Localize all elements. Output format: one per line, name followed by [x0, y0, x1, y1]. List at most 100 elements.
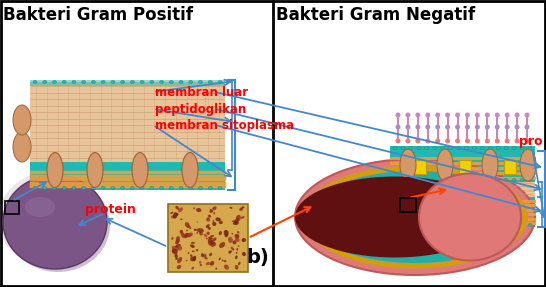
- Bar: [414, 160, 426, 174]
- Ellipse shape: [52, 80, 56, 84]
- Ellipse shape: [130, 80, 134, 84]
- Ellipse shape: [295, 177, 495, 257]
- Ellipse shape: [194, 228, 197, 231]
- Text: Bakteri Gram Positif: Bakteri Gram Positif: [3, 6, 193, 24]
- Ellipse shape: [417, 224, 421, 226]
- Ellipse shape: [416, 125, 420, 129]
- Ellipse shape: [130, 187, 134, 189]
- Ellipse shape: [416, 139, 420, 144]
- Ellipse shape: [465, 125, 470, 129]
- Ellipse shape: [62, 80, 66, 84]
- Ellipse shape: [34, 204, 72, 238]
- Ellipse shape: [176, 236, 180, 242]
- Ellipse shape: [189, 187, 193, 189]
- Ellipse shape: [13, 185, 90, 255]
- Ellipse shape: [496, 146, 500, 150]
- Ellipse shape: [186, 260, 188, 261]
- Text: membran luar: membran luar: [155, 86, 248, 98]
- Ellipse shape: [425, 224, 429, 226]
- Ellipse shape: [235, 237, 240, 242]
- Ellipse shape: [520, 179, 524, 181]
- Ellipse shape: [177, 257, 182, 263]
- Ellipse shape: [6, 178, 110, 272]
- Ellipse shape: [191, 242, 195, 244]
- Ellipse shape: [219, 242, 225, 248]
- Ellipse shape: [169, 187, 173, 189]
- Bar: [390, 154, 535, 182]
- Ellipse shape: [512, 179, 516, 181]
- Text: peptidoglikan: peptidoglikan: [155, 102, 246, 115]
- Ellipse shape: [482, 149, 498, 181]
- Ellipse shape: [520, 149, 536, 181]
- Ellipse shape: [528, 146, 532, 150]
- Ellipse shape: [203, 254, 206, 257]
- Ellipse shape: [171, 215, 176, 218]
- Ellipse shape: [528, 224, 532, 226]
- Ellipse shape: [449, 146, 453, 150]
- Ellipse shape: [393, 146, 397, 150]
- Ellipse shape: [236, 248, 238, 251]
- Ellipse shape: [204, 255, 206, 258]
- Ellipse shape: [170, 212, 173, 214]
- Ellipse shape: [400, 149, 416, 181]
- Ellipse shape: [455, 125, 460, 129]
- Ellipse shape: [72, 187, 76, 189]
- Ellipse shape: [495, 113, 500, 117]
- Ellipse shape: [228, 237, 233, 243]
- Ellipse shape: [395, 125, 401, 129]
- Ellipse shape: [239, 207, 243, 211]
- Ellipse shape: [433, 179, 437, 181]
- Ellipse shape: [224, 260, 227, 262]
- Ellipse shape: [178, 207, 183, 212]
- Ellipse shape: [446, 188, 464, 226]
- Bar: [390, 197, 535, 227]
- Ellipse shape: [177, 238, 180, 243]
- Ellipse shape: [91, 187, 96, 189]
- Ellipse shape: [514, 113, 520, 117]
- Ellipse shape: [393, 179, 397, 181]
- Ellipse shape: [472, 179, 477, 181]
- Ellipse shape: [409, 146, 413, 150]
- Ellipse shape: [525, 125, 530, 129]
- Ellipse shape: [475, 113, 480, 117]
- Ellipse shape: [206, 224, 210, 228]
- Ellipse shape: [159, 80, 164, 84]
- Ellipse shape: [295, 159, 535, 275]
- Bar: [168, 204, 248, 272]
- Ellipse shape: [495, 125, 500, 129]
- Ellipse shape: [456, 179, 460, 181]
- Ellipse shape: [179, 187, 183, 189]
- Ellipse shape: [449, 179, 453, 181]
- Ellipse shape: [13, 105, 31, 135]
- Bar: [390, 182, 535, 197]
- Ellipse shape: [480, 179, 484, 181]
- Ellipse shape: [218, 233, 221, 235]
- Ellipse shape: [174, 247, 179, 251]
- Ellipse shape: [216, 267, 217, 269]
- Ellipse shape: [13, 132, 31, 162]
- Ellipse shape: [82, 80, 86, 84]
- Ellipse shape: [101, 187, 105, 189]
- Ellipse shape: [210, 240, 215, 245]
- Ellipse shape: [208, 187, 212, 189]
- Ellipse shape: [210, 211, 212, 213]
- Ellipse shape: [175, 206, 179, 210]
- Ellipse shape: [406, 125, 411, 129]
- Ellipse shape: [435, 113, 440, 117]
- Ellipse shape: [150, 80, 154, 84]
- Ellipse shape: [206, 232, 210, 235]
- Ellipse shape: [72, 80, 76, 84]
- Ellipse shape: [0, 172, 102, 266]
- Ellipse shape: [199, 232, 203, 236]
- Ellipse shape: [213, 212, 215, 215]
- Ellipse shape: [177, 246, 182, 251]
- Ellipse shape: [140, 187, 144, 189]
- Ellipse shape: [218, 187, 222, 189]
- Ellipse shape: [47, 152, 63, 187]
- Ellipse shape: [237, 231, 240, 234]
- Ellipse shape: [180, 230, 183, 233]
- Ellipse shape: [435, 139, 440, 144]
- Ellipse shape: [475, 125, 480, 129]
- Ellipse shape: [212, 222, 216, 226]
- Ellipse shape: [232, 233, 233, 235]
